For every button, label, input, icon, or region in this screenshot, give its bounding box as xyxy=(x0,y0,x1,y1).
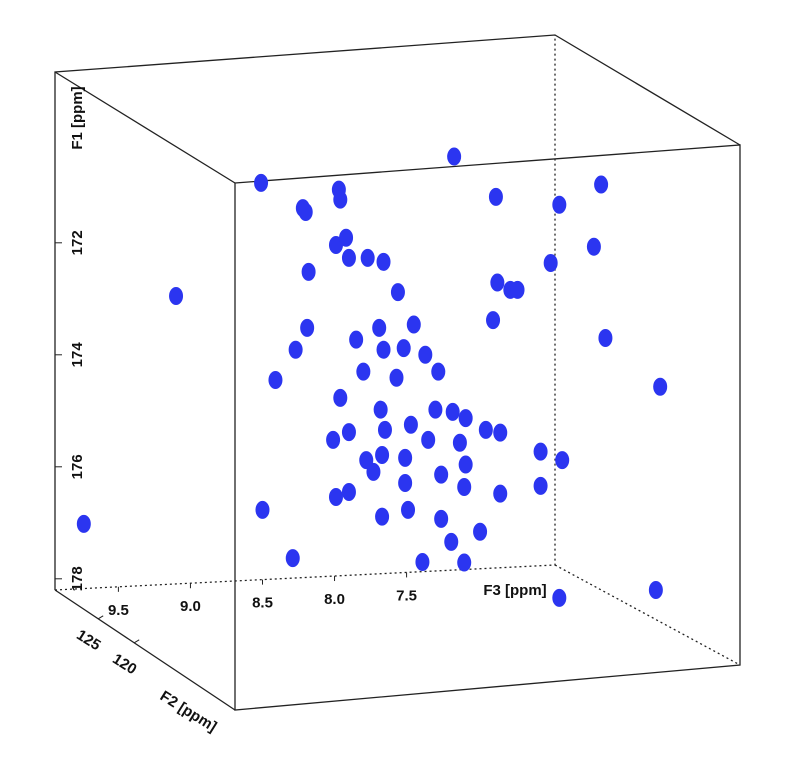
peak xyxy=(268,371,283,389)
peak xyxy=(586,237,601,256)
peak xyxy=(339,228,354,247)
peak xyxy=(543,253,558,272)
peak xyxy=(377,420,392,439)
x-tick-label: 8.0 xyxy=(324,591,345,608)
z-tick-label: 125 xyxy=(73,627,103,655)
peak xyxy=(401,500,416,519)
front-face xyxy=(234,144,741,711)
peak xyxy=(488,187,503,206)
peak xyxy=(406,315,421,334)
peak xyxy=(458,409,473,428)
z-tick-label: 120 xyxy=(109,651,139,679)
peak xyxy=(418,345,433,364)
peak xyxy=(403,415,418,434)
peak xyxy=(398,448,413,467)
peak xyxy=(533,476,548,495)
peak xyxy=(328,488,343,507)
peak xyxy=(288,340,303,359)
y-tick-label: 174 xyxy=(69,342,86,368)
peak xyxy=(376,340,391,359)
peak xyxy=(326,430,341,449)
peak xyxy=(390,283,405,302)
peak xyxy=(445,402,460,421)
peak xyxy=(478,420,493,439)
peak xyxy=(169,287,184,305)
peak xyxy=(300,318,315,337)
cube-edge xyxy=(54,34,741,590)
peak xyxy=(375,507,390,526)
x-tick-label: 7.5 xyxy=(396,587,417,604)
peak xyxy=(510,280,525,299)
y-axis-label: F1 [ppm] xyxy=(69,86,86,149)
peak xyxy=(490,273,505,292)
y-tick-label: 176 xyxy=(69,454,86,479)
peak xyxy=(594,175,609,194)
peak xyxy=(356,362,371,381)
peak xyxy=(555,451,570,470)
z-tick xyxy=(133,639,140,644)
peak xyxy=(298,203,313,221)
peak xyxy=(349,330,364,349)
peak xyxy=(341,423,356,442)
peak xyxy=(373,400,388,419)
peak xyxy=(366,462,381,481)
peak xyxy=(396,339,411,358)
y-tick-label: 172 xyxy=(69,230,86,255)
peak xyxy=(493,484,508,503)
peak xyxy=(255,500,270,519)
peak xyxy=(398,474,413,493)
x-tick-label: 9.5 xyxy=(108,602,129,619)
peak xyxy=(552,588,567,607)
peak xyxy=(372,318,387,337)
peak xyxy=(648,581,663,599)
x-axis-label: F3 [ppm] xyxy=(483,582,546,599)
peak xyxy=(493,423,508,442)
peak xyxy=(333,388,348,407)
peak xyxy=(76,514,91,533)
peak xyxy=(428,400,443,419)
peak xyxy=(653,377,668,396)
peak xyxy=(458,455,473,474)
x-tick-label: 8.5 xyxy=(252,595,273,612)
peak xyxy=(598,329,613,347)
peak xyxy=(457,477,472,496)
peak xyxy=(375,446,390,465)
peak xyxy=(486,311,501,330)
peak xyxy=(376,252,391,271)
peak xyxy=(333,190,348,209)
peak xyxy=(533,442,548,461)
cube-edge xyxy=(54,71,236,184)
cube xyxy=(54,34,741,711)
z-axis-label: F2 [ppm] xyxy=(157,688,220,736)
peak xyxy=(415,553,430,571)
peak xyxy=(434,465,449,484)
peak xyxy=(301,262,316,281)
peak xyxy=(341,248,356,267)
peak xyxy=(452,433,467,452)
peak xyxy=(431,362,446,381)
x-tick-label: 9.0 xyxy=(180,598,201,615)
peak xyxy=(389,368,404,387)
y-tick-label: 178 xyxy=(69,566,86,591)
peak xyxy=(285,549,300,568)
peak xyxy=(434,509,449,528)
z-tick xyxy=(97,615,104,620)
peak xyxy=(473,522,488,541)
cube-edge xyxy=(54,589,236,711)
peak xyxy=(457,553,472,572)
peak xyxy=(421,430,436,449)
back-edge xyxy=(554,564,741,666)
peak xyxy=(447,147,462,166)
peak xyxy=(552,195,567,214)
peak xyxy=(254,173,269,192)
peak xyxy=(360,248,375,267)
peak xyxy=(444,532,459,551)
peak xyxy=(341,483,356,501)
